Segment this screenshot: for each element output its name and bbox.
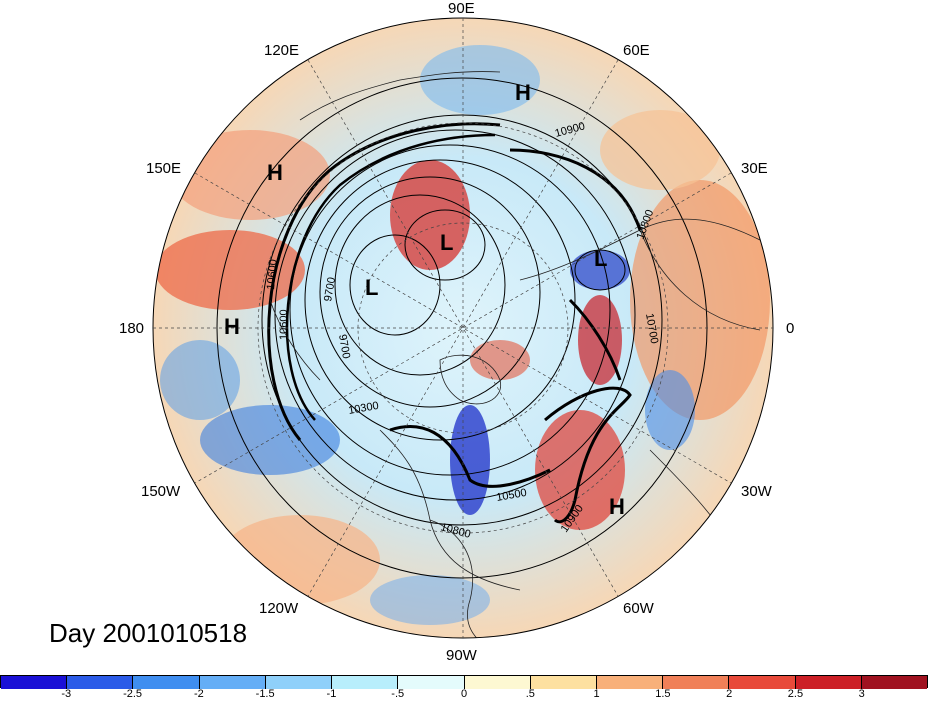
lon-label: 150W	[141, 483, 181, 500]
colorbar-tick-label: 2.5	[787, 688, 804, 700]
anomaly-patch	[645, 370, 695, 450]
colorbar-swatch	[332, 676, 399, 689]
lon-label: 150E	[146, 160, 181, 177]
anomaly-patch	[155, 230, 305, 310]
colorbar-swatch	[1, 676, 68, 689]
colorbar-tick-label: 1.5	[655, 688, 671, 700]
high-pressure-marker: H	[224, 314, 240, 339]
colorbar-tick-label: 1	[593, 688, 600, 700]
anomaly-field	[155, 45, 770, 625]
lon-label: 60E	[623, 42, 650, 59]
high-pressure-marker: H	[267, 160, 283, 185]
colorbar-tick-label: -1.5	[255, 688, 275, 700]
colorbar-swatch	[133, 676, 200, 689]
contour-label: 10500	[495, 487, 527, 504]
longitude-labels: 90E 60E 30E 0 30W 60W 90W 120W 150W 180 …	[119, 0, 794, 664]
anomaly-patch	[570, 250, 630, 290]
colorbar	[0, 675, 928, 689]
colorbar-swatch	[861, 676, 928, 689]
colorbar-tick-label: 3	[858, 688, 865, 700]
colorbar-tick-label: 2	[726, 688, 733, 700]
lon-label: 60W	[623, 600, 655, 617]
colorbar-tick-label: -.5	[391, 688, 405, 700]
low-pressure-marker: L	[440, 230, 453, 255]
colorbar-swatch	[265, 676, 333, 689]
colorbar-swatch	[67, 676, 134, 689]
contour-label: 10300	[347, 400, 379, 417]
colorbar-swatch	[795, 676, 862, 689]
colorbar-swatch	[729, 676, 796, 689]
colorbar-tick-label: -1	[326, 688, 337, 700]
lon-label: 120W	[259, 600, 299, 617]
colorbar-swatch	[663, 676, 730, 689]
lon-label: 120E	[264, 42, 299, 59]
lon-label: 180	[119, 320, 144, 337]
high-pressure-marker: H	[515, 80, 531, 105]
contour-label: 10600	[265, 259, 280, 291]
colorbar-swatch	[464, 676, 531, 689]
colorbar-swatch	[530, 676, 597, 689]
colorbar-tick-label: .5	[525, 688, 535, 700]
plot-title: Day 2001010518	[49, 618, 248, 648]
contour-label: 10600	[278, 309, 290, 340]
lon-label: 30E	[741, 160, 768, 177]
anomaly-patch	[420, 45, 540, 115]
colorbar-tick-label: -2.5	[123, 688, 143, 700]
anomaly-patch	[370, 575, 490, 625]
low-pressure-marker: L	[594, 246, 607, 271]
lon-label: 0	[786, 320, 794, 337]
contour-label: 10700	[643, 312, 660, 344]
lon-label: 30W	[741, 483, 773, 500]
anomaly-patch	[600, 110, 720, 190]
colorbar-tick-label: 0	[460, 688, 468, 700]
anomaly-patch	[200, 405, 340, 475]
colorbar-labels: -3 -2.5 -2 -1.5 -1 -.5 0 .5 1 1.5 2 2.5 3	[0, 688, 928, 702]
colorbar-swatch	[398, 676, 465, 689]
low-pressure-marker: L	[365, 275, 378, 300]
anomaly-patch	[170, 130, 330, 220]
high-pressure-marker: H	[609, 494, 625, 519]
colorbar-tick-label: -2	[193, 688, 204, 700]
graticule	[152, 17, 774, 639]
anomaly-patch	[450, 405, 490, 515]
lon-label: 90E	[448, 0, 475, 17]
colorbar-swatch	[596, 676, 664, 689]
contour-label: 9700	[322, 276, 338, 302]
anomaly-patch	[470, 340, 530, 380]
pressure-systems: H H H H L L L	[224, 80, 625, 519]
contour-label: 9700	[336, 333, 352, 359]
polar-map: 90E 60E 30E 0 30W 60W 90W 120W 150W 180 …	[119, 0, 794, 664]
colorbar-tick-label: -3	[61, 688, 72, 700]
colorbar-swatch	[199, 676, 266, 689]
anomaly-patch	[390, 160, 470, 270]
lon-label: 90W	[446, 647, 478, 664]
anomaly-patch	[630, 180, 770, 420]
anomaly-patch	[160, 340, 240, 420]
